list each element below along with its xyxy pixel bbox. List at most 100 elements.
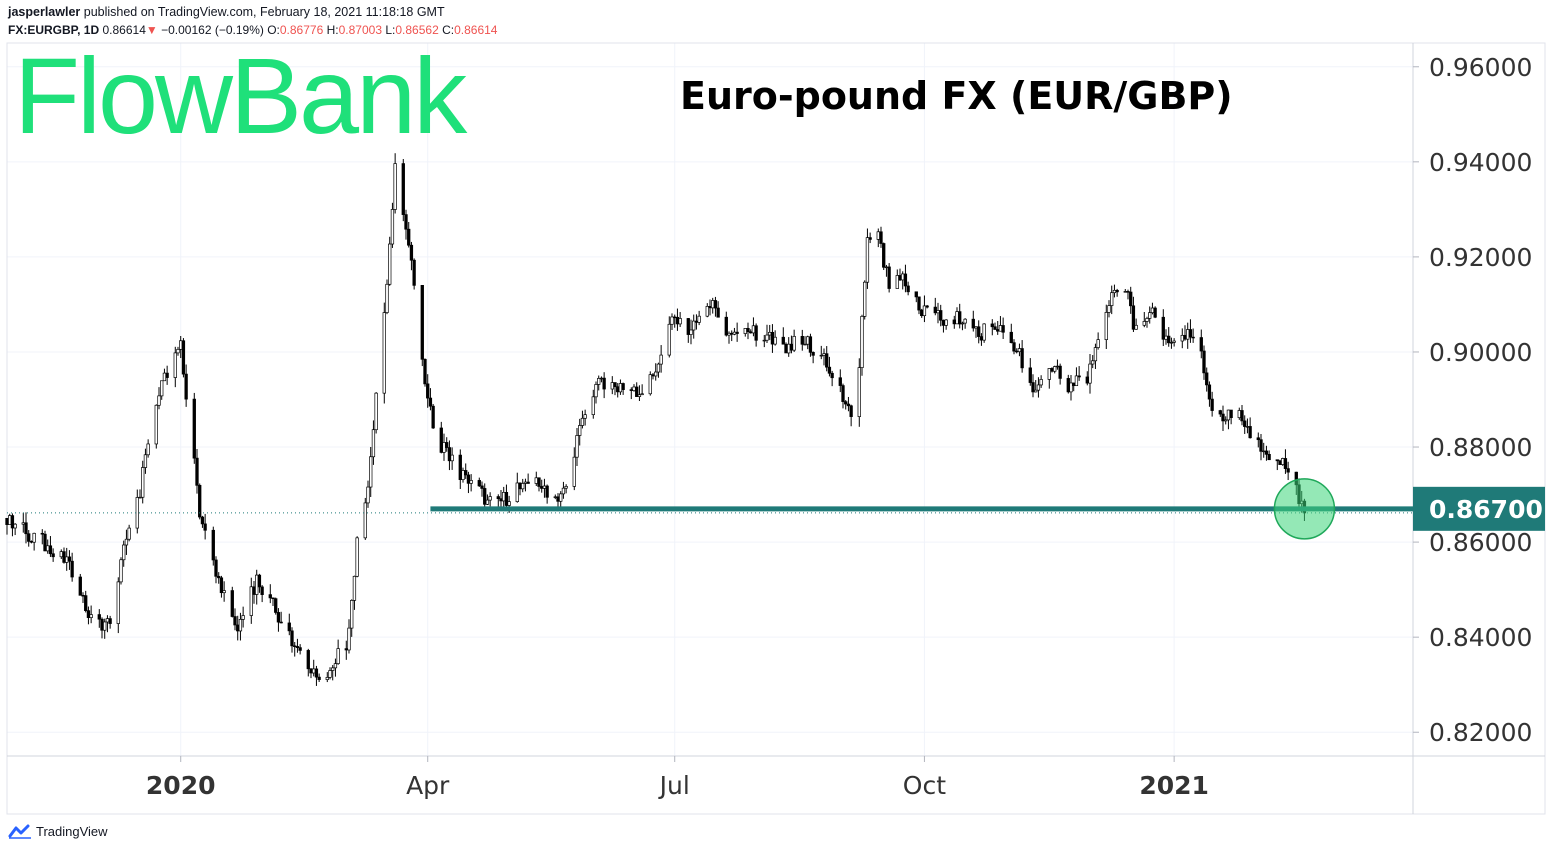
candle-body <box>222 590 226 594</box>
candle-body <box>616 386 620 393</box>
candle-body <box>1183 334 1187 340</box>
down-arrow-icon: ▼ <box>145 23 158 37</box>
candle-body <box>648 374 652 395</box>
candle <box>477 477 481 487</box>
candle-body <box>1115 289 1119 293</box>
candle-body <box>971 318 975 329</box>
candle-body <box>162 372 167 382</box>
candle-body <box>925 305 929 308</box>
candle-body <box>1015 350 1019 353</box>
last-price: 0.86614 <box>102 23 146 37</box>
candle <box>781 327 785 345</box>
candle-body <box>173 352 177 378</box>
candle-body <box>765 334 769 341</box>
candle <box>401 159 405 222</box>
candle <box>602 372 606 399</box>
candle-body <box>483 488 487 505</box>
candle-body <box>1110 292 1114 306</box>
candle <box>141 460 145 504</box>
candle-body <box>401 163 405 215</box>
candle <box>119 557 123 585</box>
candle <box>1191 328 1195 343</box>
candle <box>230 586 234 618</box>
candle <box>70 552 74 582</box>
candle <box>293 641 297 657</box>
candle-body <box>542 485 547 489</box>
candle <box>8 513 12 525</box>
candle <box>504 484 509 509</box>
candle <box>249 577 253 624</box>
candle-body <box>675 316 680 325</box>
candle-body <box>195 457 199 486</box>
candle <box>1069 374 1073 401</box>
candle-body <box>1180 334 1184 342</box>
candle-body <box>1107 305 1111 313</box>
candle-body <box>898 275 902 281</box>
candle <box>1180 328 1184 349</box>
candle-body <box>10 515 15 529</box>
candle-body <box>1055 365 1060 368</box>
candle-body <box>127 527 131 540</box>
candle <box>1012 339 1016 355</box>
candle <box>1237 407 1241 420</box>
candle-body <box>1131 305 1136 330</box>
candle-body <box>602 377 606 390</box>
candle-body <box>537 477 541 487</box>
candle <box>157 387 161 410</box>
candle-body <box>32 532 36 543</box>
candle-body <box>762 339 766 342</box>
candle-body <box>1088 363 1092 384</box>
candle-body <box>461 470 465 480</box>
candle-body <box>249 586 253 616</box>
candle <box>651 373 655 380</box>
candle-body <box>784 343 788 354</box>
candle <box>312 659 316 677</box>
candle <box>1267 450 1271 461</box>
candle <box>1145 316 1149 328</box>
candle-body <box>922 305 927 317</box>
price-axis[interactable]: 0.96000 0.94000 0.92000 0.90000 0.88000 0.860… <box>1413 53 1532 747</box>
candle-body <box>1164 335 1168 340</box>
candle <box>952 315 956 329</box>
candle-body <box>694 320 699 323</box>
candle <box>730 330 734 342</box>
candle <box>876 228 880 248</box>
candle <box>314 665 319 686</box>
candle-body <box>1256 437 1260 441</box>
candle-body <box>154 404 158 445</box>
candle-body <box>1085 376 1089 384</box>
candle <box>214 556 218 584</box>
y-tick-label: 0.92000 <box>1429 243 1532 272</box>
candle <box>13 523 17 536</box>
open-value: 0.86776 <box>279 23 324 37</box>
candle-body <box>1148 312 1152 319</box>
candle <box>271 597 275 607</box>
candle-body <box>290 630 294 647</box>
candle-body <box>211 529 215 561</box>
candle-body <box>230 590 234 617</box>
candle-body <box>1017 348 1022 353</box>
candle <box>825 346 829 372</box>
candle-body <box>901 273 905 281</box>
candle-body <box>599 377 604 380</box>
x-tick-label: 2021 <box>1139 771 1209 800</box>
candle <box>534 471 538 487</box>
tradingview-brand[interactable]: TradingView <box>8 823 108 839</box>
candle <box>594 381 598 404</box>
candle <box>749 329 753 334</box>
candle <box>1055 359 1060 370</box>
time-axis[interactable]: 2020 Apr Jul Oct 2021 <box>146 756 1209 800</box>
candle-body <box>100 618 104 631</box>
candle-body <box>5 517 9 525</box>
candle-body <box>811 352 815 356</box>
candle <box>1167 327 1171 347</box>
candle <box>822 348 826 366</box>
candle-body <box>597 378 601 385</box>
candle <box>173 346 177 388</box>
candle <box>439 421 443 454</box>
candle-body <box>1199 337 1203 352</box>
candle-body <box>1150 307 1155 314</box>
candle-body <box>499 498 503 502</box>
candle-body <box>711 300 715 309</box>
